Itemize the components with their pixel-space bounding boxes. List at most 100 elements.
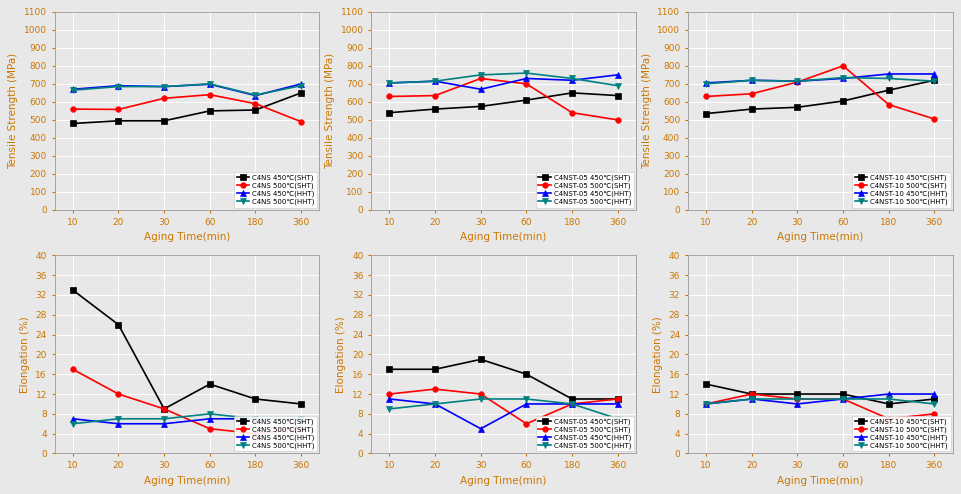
C4NS 450℃(HHT) xyxy=(112,82,124,88)
Line: C4NST-05 450℃(SHT): C4NST-05 450℃(SHT) xyxy=(386,357,621,402)
C4NS 450℃(SHT) xyxy=(250,107,261,113)
C4NST-05 450℃(HHT) xyxy=(566,401,578,407)
C4NS 500℃(HHT) xyxy=(67,421,79,427)
C4NST-10 450℃(SHT) xyxy=(883,87,895,93)
Line: C4NS 500℃(SHT): C4NS 500℃(SHT) xyxy=(70,367,304,436)
Line: C4NST-10 500℃(HHT): C4NST-10 500℃(HHT) xyxy=(703,75,937,86)
C4NST-10 450℃(SHT) xyxy=(837,98,849,104)
Y-axis label: Elongation (%): Elongation (%) xyxy=(20,316,30,393)
C4NST-10 450℃(HHT) xyxy=(883,391,895,397)
X-axis label: Aging Time(min): Aging Time(min) xyxy=(144,476,230,486)
C4NST-10 500℃(HHT) xyxy=(701,81,712,87)
C4NS 500℃(HHT) xyxy=(204,411,215,417)
C4NS 450℃(HHT) xyxy=(204,82,215,87)
C4NS 500℃(HHT) xyxy=(204,81,215,87)
C4NS 500℃(HHT) xyxy=(295,416,307,422)
C4NST-10 450℃(HHT) xyxy=(792,401,803,407)
C4NS 450℃(SHT) xyxy=(204,108,215,114)
C4NST-05 450℃(SHT) xyxy=(566,396,578,402)
C4NS 450℃(HHT) xyxy=(250,92,261,98)
C4NS 450℃(HHT) xyxy=(159,83,170,89)
C4NST-05 450℃(SHT) xyxy=(521,97,532,103)
C4NST-10 450℃(SHT) xyxy=(928,77,940,83)
C4NST-05 500℃(HHT) xyxy=(566,76,578,82)
C4NST-10 450℃(HHT) xyxy=(701,80,712,86)
Legend: C4NST-05 450℃(SHT), C4NST-05 500℃(SHT), C4NST-05 450℃(HHT), C4NST-05 500℃(HHT): C4NST-05 450℃(SHT), C4NST-05 500℃(SHT), … xyxy=(535,415,634,452)
C4NS 450℃(SHT) xyxy=(112,118,124,124)
C4NS 450℃(HHT) xyxy=(204,416,215,422)
C4NST-10 450℃(SHT) xyxy=(928,396,940,402)
C4NST-05 500℃(SHT) xyxy=(521,81,532,87)
C4NST-05 450℃(HHT) xyxy=(430,401,441,407)
C4NST-05 500℃(SHT) xyxy=(430,386,441,392)
X-axis label: Aging Time(min): Aging Time(min) xyxy=(777,476,863,486)
Line: C4NST-10 450℃(HHT): C4NST-10 450℃(HHT) xyxy=(703,71,937,86)
C4NS 500℃(SHT) xyxy=(204,92,215,98)
Y-axis label: Elongation (%): Elongation (%) xyxy=(336,316,347,393)
C4NST-10 450℃(HHT) xyxy=(837,76,849,82)
C4NS 450℃(HHT) xyxy=(295,81,307,87)
C4NST-05 500℃(HHT) xyxy=(383,80,395,86)
C4NST-10 450℃(HHT) xyxy=(746,77,757,83)
C4NST-10 500℃(SHT) xyxy=(883,416,895,422)
C4NS 450℃(SHT) xyxy=(159,118,170,124)
Line: C4NST-05 450℃(HHT): C4NST-05 450℃(HHT) xyxy=(386,72,621,92)
Line: C4NST-05 500℃(SHT): C4NST-05 500℃(SHT) xyxy=(386,386,621,426)
C4NST-05 450℃(SHT) xyxy=(612,396,624,402)
C4NS 500℃(SHT) xyxy=(159,406,170,412)
C4NST-05 450℃(SHT) xyxy=(612,92,624,98)
C4NST-10 450℃(HHT) xyxy=(746,396,757,402)
C4NS 450℃(SHT) xyxy=(250,396,261,402)
C4NST-05 450℃(HHT) xyxy=(521,401,532,407)
C4NST-05 500℃(HHT) xyxy=(521,70,532,76)
C4NST-05 500℃(SHT) xyxy=(475,391,486,397)
C4NS 500℃(SHT) xyxy=(112,107,124,113)
C4NST-10 450℃(SHT) xyxy=(746,106,757,112)
C4NST-10 450℃(HHT) xyxy=(701,401,712,407)
C4NST-10 450℃(SHT) xyxy=(792,104,803,110)
C4NST-10 500℃(HHT) xyxy=(746,396,757,402)
X-axis label: Aging Time(min): Aging Time(min) xyxy=(144,232,230,242)
C4NST-05 500℃(SHT) xyxy=(566,110,578,116)
C4NS 450℃(SHT) xyxy=(67,287,79,293)
Legend: C4NST-10 450℃(SHT), C4NST-10 500℃(SHT), C4NST-10 450℃(HHT), C4NST-10 500℃(HHT): C4NST-10 450℃(SHT), C4NST-10 500℃(SHT), … xyxy=(852,415,950,452)
C4NST-10 450℃(HHT) xyxy=(928,391,940,397)
C4NS 500℃(HHT) xyxy=(250,416,261,422)
C4NST-10 500℃(SHT) xyxy=(792,79,803,85)
C4NS 450℃(HHT) xyxy=(67,416,79,422)
C4NST-10 450℃(HHT) xyxy=(928,71,940,77)
C4NST-05 450℃(HHT) xyxy=(612,401,624,407)
C4NST-10 450℃(HHT) xyxy=(792,78,803,84)
Line: C4NS 500℃(SHT): C4NS 500℃(SHT) xyxy=(70,92,304,124)
C4NST-10 500℃(SHT) xyxy=(701,93,712,99)
C4NST-05 500℃(HHT) xyxy=(612,82,624,88)
C4NST-05 450℃(HHT) xyxy=(566,77,578,83)
X-axis label: Aging Time(min): Aging Time(min) xyxy=(460,232,547,242)
C4NST-10 500℃(SHT) xyxy=(837,396,849,402)
Line: C4NST-10 450℃(SHT): C4NST-10 450℃(SHT) xyxy=(703,381,937,407)
C4NS 450℃(SHT) xyxy=(204,381,215,387)
C4NS 450℃(HHT) xyxy=(112,421,124,427)
Line: C4NST-10 500℃(SHT): C4NST-10 500℃(SHT) xyxy=(703,63,937,122)
Line: C4NST-10 500℃(SHT): C4NST-10 500℃(SHT) xyxy=(703,391,937,421)
C4NST-05 500℃(SHT) xyxy=(475,76,486,82)
C4NST-05 500℃(SHT) xyxy=(612,396,624,402)
C4NS 500℃(HHT) xyxy=(112,83,124,89)
C4NST-10 500℃(HHT) xyxy=(792,396,803,402)
C4NST-10 500℃(HHT) xyxy=(928,401,940,407)
C4NST-10 500℃(SHT) xyxy=(928,411,940,417)
C4NST-10 500℃(SHT) xyxy=(701,401,712,407)
C4NST-05 450℃(SHT) xyxy=(430,367,441,372)
C4NST-05 450℃(HHT) xyxy=(612,72,624,78)
C4NST-10 500℃(SHT) xyxy=(746,91,757,97)
C4NST-10 450℃(SHT) xyxy=(746,391,757,397)
C4NST-10 500℃(SHT) xyxy=(746,391,757,397)
C4NST-10 500℃(SHT) xyxy=(883,102,895,108)
C4NS 450℃(SHT) xyxy=(295,401,307,407)
C4NS 450℃(SHT) xyxy=(67,121,79,126)
C4NST-05 500℃(HHT) xyxy=(521,396,532,402)
Y-axis label: Tensile Strength (MPa): Tensile Strength (MPa) xyxy=(642,53,652,169)
C4NST-05 450℃(SHT) xyxy=(383,110,395,116)
Line: C4NST-05 500℃(HHT): C4NST-05 500℃(HHT) xyxy=(386,70,621,88)
C4NST-10 450℃(SHT) xyxy=(883,401,895,407)
